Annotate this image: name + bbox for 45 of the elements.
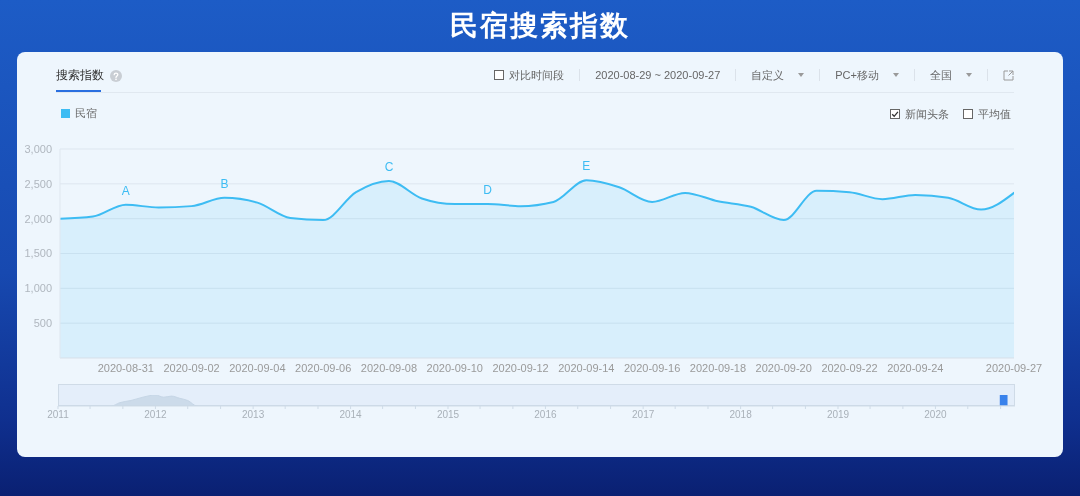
annotation: D xyxy=(483,183,493,198)
chart-title: 民宿搜索指数 xyxy=(450,10,630,41)
annotation: C xyxy=(384,160,394,175)
x-tick-label: 2020-09-04 xyxy=(229,361,286,374)
text: 2020-08-29 ~ 2020-09-27 xyxy=(595,69,721,81)
x-tick-label: 2020-09-16 xyxy=(624,361,681,374)
legend-label: 民宿 xyxy=(75,106,97,121)
chart-subtitle: 搜索指数 xyxy=(56,67,104,84)
x-tick-label: 2011 xyxy=(47,409,70,421)
x-tick-label: 2020-09-24 xyxy=(887,361,944,374)
y-tick-label: 2,000 xyxy=(24,212,52,225)
y-tick-label: 1,000 xyxy=(24,282,52,295)
y-tick-label: 3,000 xyxy=(24,142,52,155)
annotation: A xyxy=(121,183,130,198)
x-tick-label: 2020-09-02 xyxy=(163,361,220,374)
x-tick-label: 2012 xyxy=(144,409,167,421)
text: 平均值 xyxy=(978,106,1011,122)
x-tick-label: 2020-09-22 xyxy=(821,361,878,374)
y-tick-label: 2,500 xyxy=(24,177,52,190)
annotation: E xyxy=(582,159,591,174)
annotation: B xyxy=(220,176,229,191)
text: 对比时间段 xyxy=(509,67,565,83)
x-tick-label: 2020-09-06 xyxy=(295,361,352,374)
x-tick-label: 2014 xyxy=(339,409,363,421)
x-tick-label: 2019 xyxy=(826,409,850,421)
text: 新闻头条 xyxy=(905,106,949,122)
x-tick-label: 2020-09-14 xyxy=(558,361,615,374)
x-tick-label: 2020-09-18 xyxy=(689,361,747,374)
x-tick-label: 2020 xyxy=(924,409,948,421)
x-tick-label: 2020-09-20 xyxy=(755,361,812,374)
x-tick-label: 2013 xyxy=(242,409,265,421)
y-tick-label: 500 xyxy=(33,317,52,330)
x-tick-label: 2020-09-08 xyxy=(360,361,418,374)
x-tick-label: 2020-09-27 xyxy=(985,361,1043,374)
x-tick-label: 2020-09-10 xyxy=(426,361,483,374)
text: PC+移动 xyxy=(835,67,879,83)
x-tick-label: 2016 xyxy=(534,409,557,421)
x-tick-label: 2020-08-31 xyxy=(97,361,154,374)
text: 全国 xyxy=(930,67,952,83)
x-tick-label: 2018 xyxy=(729,409,753,421)
text: 自定义 xyxy=(751,67,785,83)
x-tick-label: 2020-09-12 xyxy=(492,361,549,374)
x-tick-label: 2017 xyxy=(632,409,655,421)
y-tick-label: 1,500 xyxy=(24,247,52,260)
x-tick-label: 2015 xyxy=(436,409,460,421)
